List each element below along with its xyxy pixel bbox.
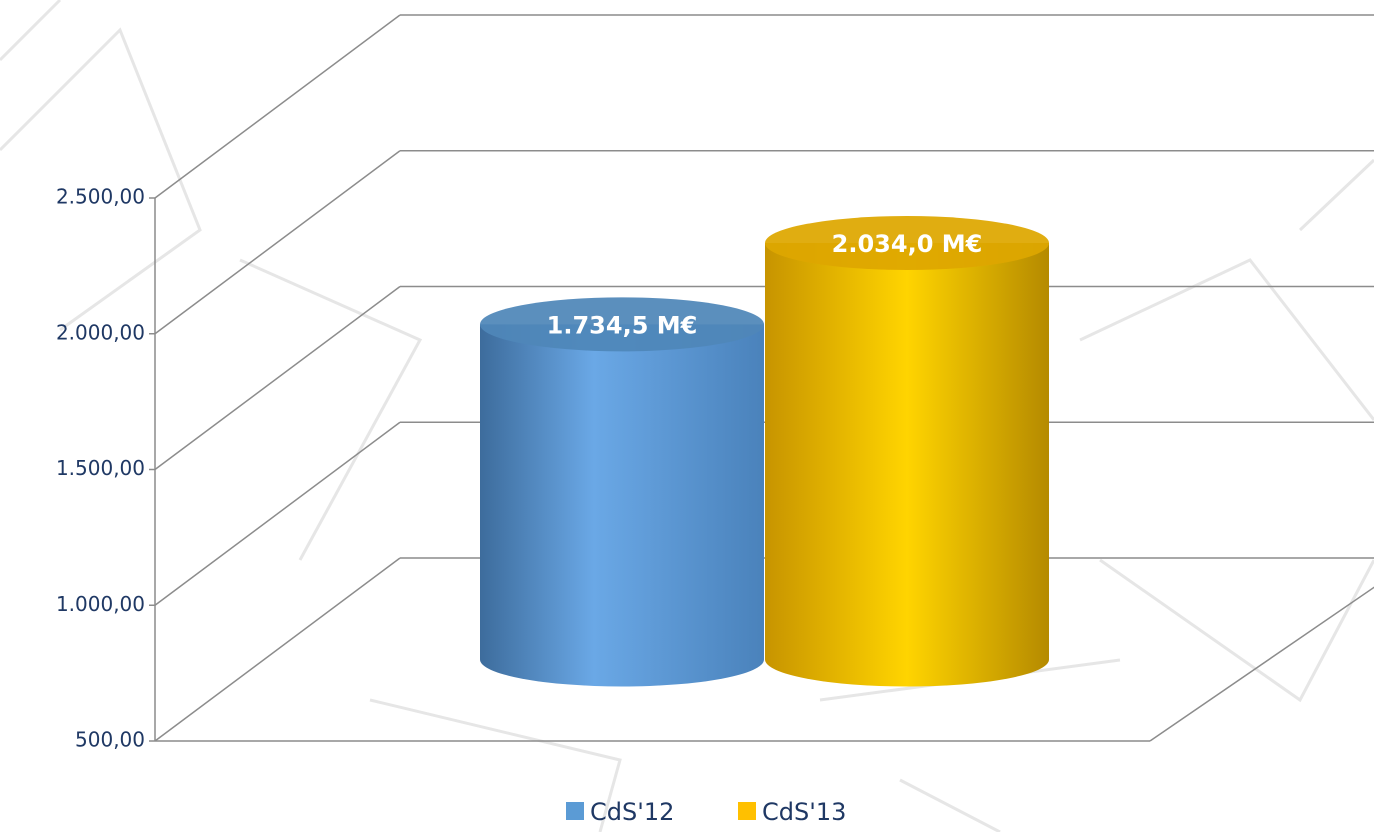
grid-line — [154, 557, 401, 742]
grid-line — [154, 14, 401, 199]
value-label: 1.734,5 M€ — [547, 311, 698, 339]
cylinder-top-shade — [480, 297, 764, 352]
value-label: 2.034,0 M€ — [832, 230, 983, 258]
y-tick-label: 1.000,00 — [56, 592, 145, 616]
y-tick-label: 2.000,00 — [56, 320, 145, 344]
cylinder-top — [765, 216, 1049, 271]
grid-line — [154, 285, 401, 471]
floor-edge — [1149, 586, 1374, 742]
cylinder-top-shade — [765, 216, 1049, 271]
legend-label: CdS'13 — [762, 798, 846, 826]
y-tick-label: 1.500,00 — [56, 456, 145, 480]
y-tick-label: 2.500,00 — [56, 185, 145, 209]
cylinder-top — [480, 297, 764, 352]
grid-line — [154, 421, 401, 606]
cylinder-body — [765, 243, 1049, 687]
grid-line — [154, 150, 401, 335]
legend-label: CdS'12 — [590, 798, 674, 826]
legend-swatch — [566, 802, 584, 820]
legend-swatch — [738, 802, 756, 820]
cylinder-body — [480, 324, 764, 687]
y-tick-label: 500,00 — [75, 728, 145, 752]
